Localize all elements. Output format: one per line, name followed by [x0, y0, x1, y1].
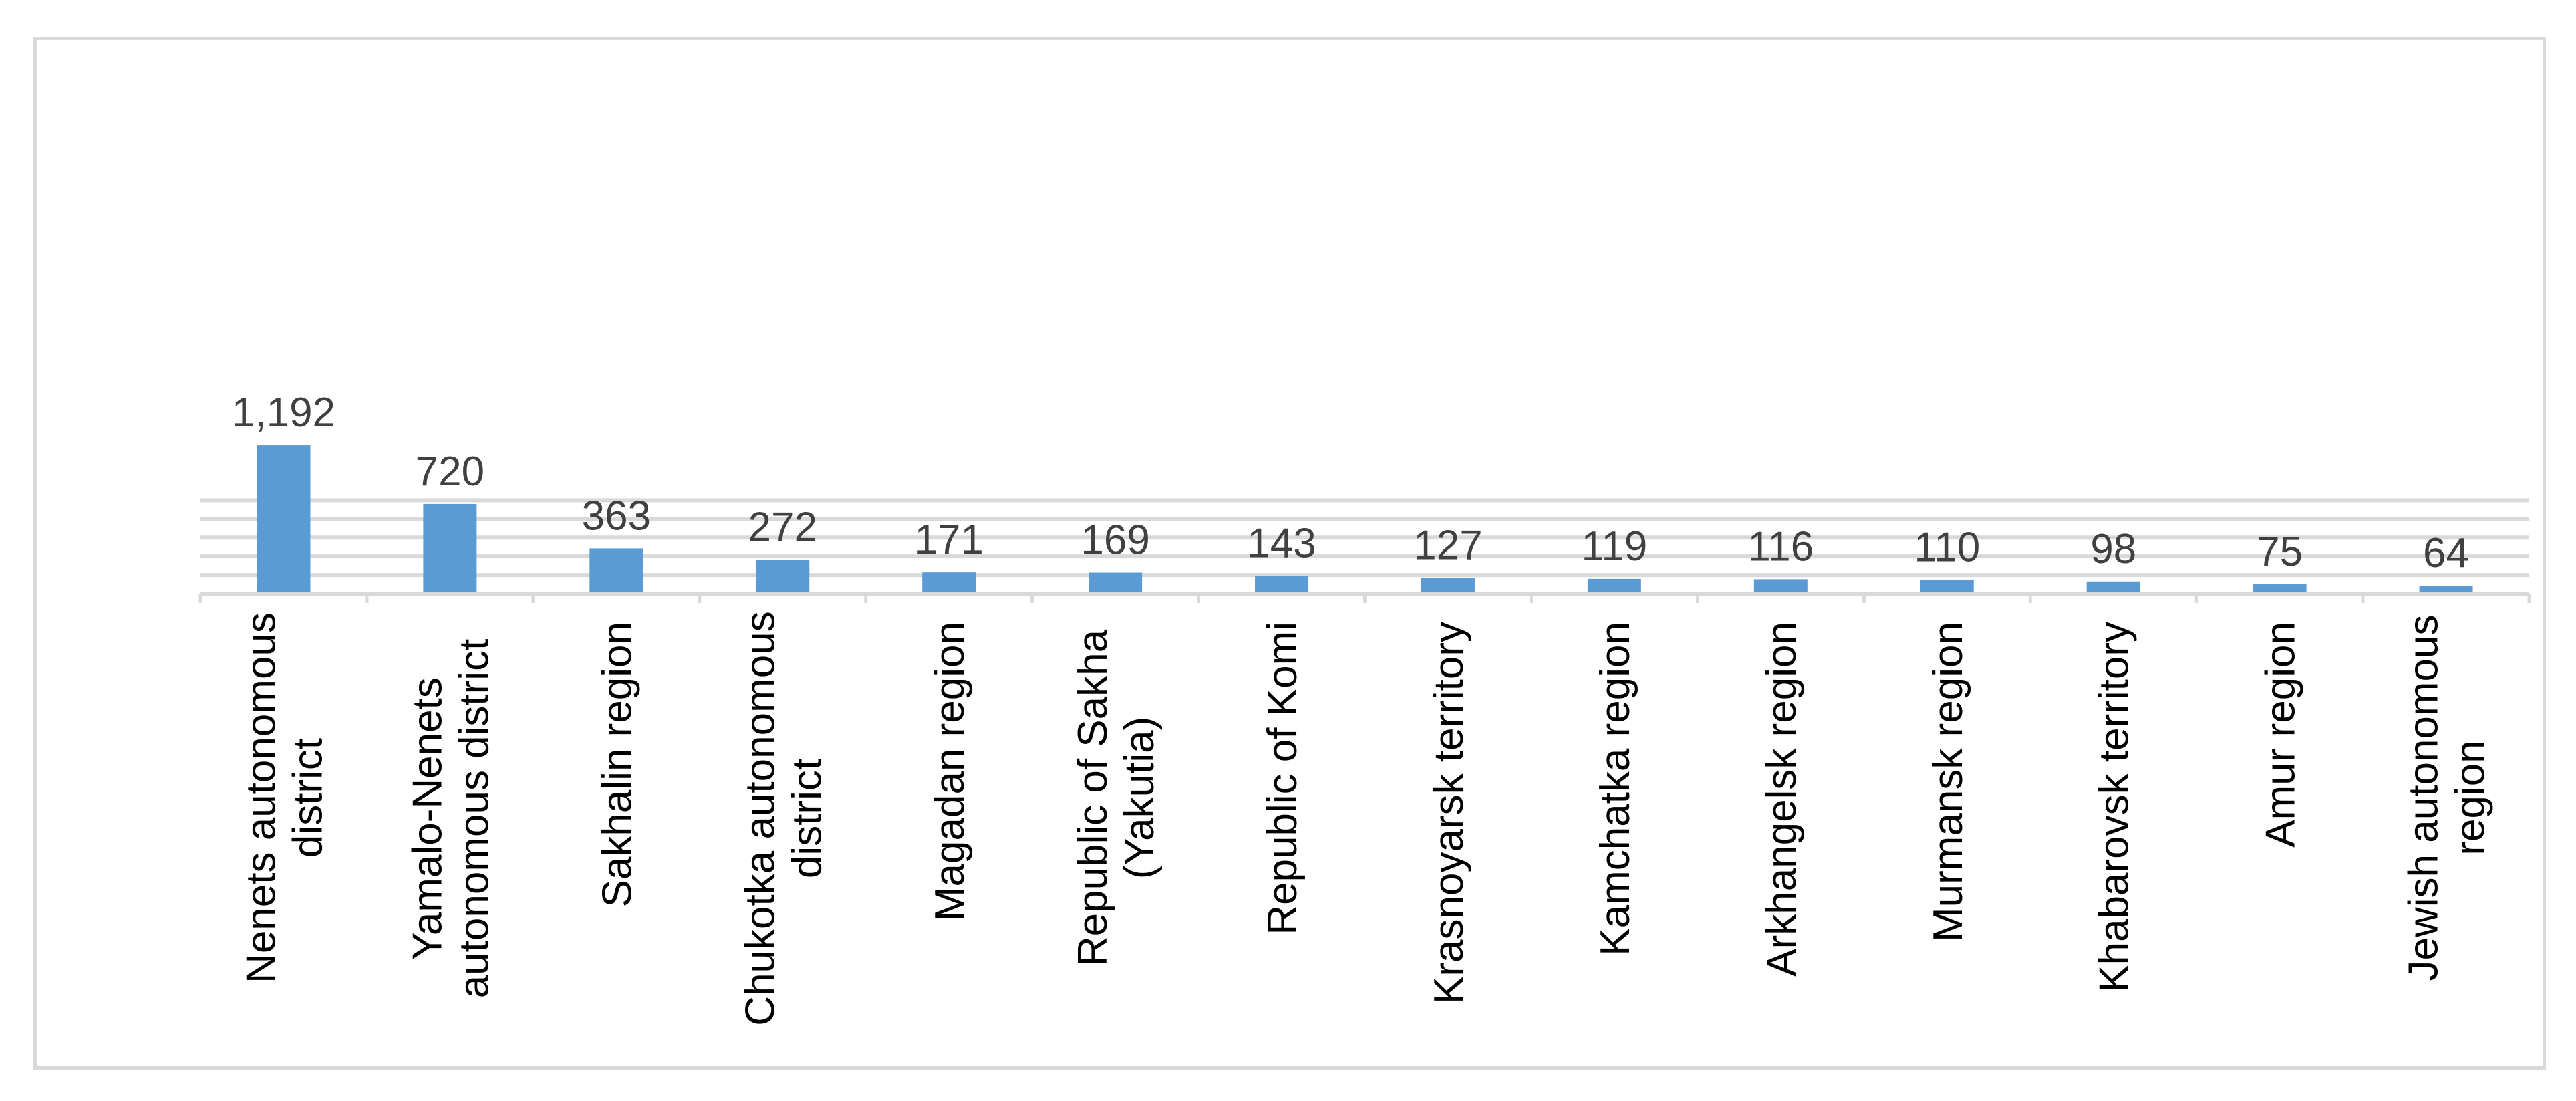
- x-tick-label: Magadan region: [927, 622, 973, 921]
- data-label: 143: [1247, 520, 1316, 566]
- bar: [756, 560, 810, 594]
- x-tick-label: Khabarovsk territory: [2092, 622, 2138, 993]
- data-label: 119: [1581, 523, 1647, 570]
- data-label: 169: [1081, 517, 1149, 564]
- x-tick-label: Chukotka autonomousdistrict: [737, 611, 830, 1025]
- x-tick-label: Amur region: [2258, 622, 2304, 848]
- data-label: 363: [582, 493, 651, 539]
- category-labels: Nenets autonomousdistrict Yamalo-Nenetsau…: [238, 611, 2493, 1025]
- bar: [1089, 572, 1143, 594]
- data-label: 720: [416, 449, 484, 495]
- data-label: 75: [2257, 529, 2303, 575]
- bar: [922, 572, 976, 594]
- bars: [257, 445, 2473, 594]
- bar: [589, 548, 643, 594]
- bar: [1753, 579, 1808, 594]
- x-tick-label: Sakhalin region: [594, 622, 640, 907]
- bar: [1421, 578, 1475, 594]
- gridlines: [200, 498, 2529, 578]
- bar: [1920, 580, 1974, 594]
- x-tick-label: Jewish autonomousregion: [2401, 615, 2494, 981]
- bar: [423, 503, 477, 594]
- data-label: 98: [2090, 526, 2136, 572]
- x-tick-label: Murmansk region: [1925, 622, 1971, 942]
- x-tick-label: Republic of Komi: [1260, 622, 1306, 935]
- data-label: 110: [1914, 525, 1980, 571]
- data-label: 116: [1747, 523, 1814, 570]
- bar: [2419, 586, 2473, 594]
- bar: [257, 445, 311, 594]
- data-label: 64: [2423, 530, 2469, 576]
- data-label: 272: [748, 504, 817, 550]
- x-axis: [198, 592, 2531, 603]
- bar: [2086, 581, 2140, 594]
- data-label: 171: [914, 517, 983, 563]
- x-tick-label: Kamchatka region: [1592, 622, 1638, 956]
- data-label: 127: [1413, 522, 1482, 568]
- chart-frame: 1,192 720 363 272 171 169 143 127 119 116 110 98 75 6…: [33, 37, 2546, 1070]
- x-tick-label: Krasnoyarsk territory: [1426, 622, 1472, 1004]
- bar-chart: 1,192 720 363 272 171 169 143 127 119 116 110 98 75 6…: [198, 390, 2531, 1026]
- data-label: 1,192: [232, 390, 335, 436]
- bar: [2253, 584, 2307, 594]
- x-tick-label: Nenets autonomousdistrict: [238, 612, 331, 983]
- x-tick-label: Arkhangelsk region: [1759, 622, 1805, 977]
- bar: [1587, 578, 1641, 594]
- x-tick-label: Yamalo-Nenetsautonomous district: [404, 639, 497, 999]
- data-labels: 1,192 720 363 272 171 169 143 127 119 116 110 98 75 6…: [232, 390, 2469, 576]
- x-tick-label: Republic of Sakha(Yakutia): [1070, 629, 1163, 966]
- bar: [1255, 576, 1309, 594]
